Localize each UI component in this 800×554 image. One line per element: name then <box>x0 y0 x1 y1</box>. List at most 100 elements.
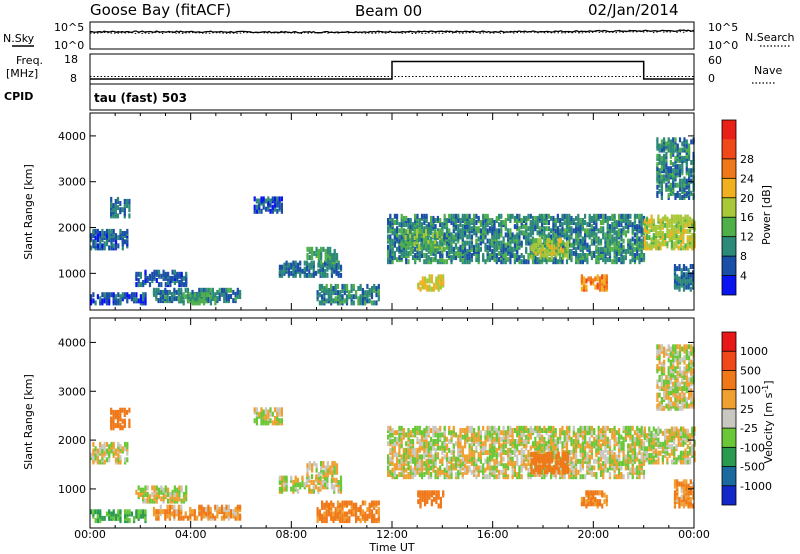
velocity-cell <box>366 507 369 513</box>
power-cell <box>464 230 467 236</box>
power-cell <box>682 245 685 251</box>
power-cell <box>690 139 693 145</box>
power-cell <box>475 226 478 232</box>
power-cell <box>457 228 460 234</box>
power-cell <box>678 164 682 170</box>
power-cell <box>684 243 687 249</box>
power-cell <box>550 244 553 250</box>
power-cell <box>636 213 639 219</box>
power-cell <box>411 248 415 254</box>
power-region-1 <box>90 228 129 251</box>
velocity-cell <box>333 484 336 490</box>
velocity-cell <box>189 513 192 519</box>
power-cell <box>232 298 235 304</box>
power-cell <box>636 224 639 230</box>
velocity-cell <box>393 463 396 469</box>
velocity-cell <box>559 469 562 475</box>
power-cell <box>236 287 239 293</box>
velocity-cell <box>236 511 239 517</box>
power-cell <box>554 232 557 238</box>
velocity-cell <box>513 439 516 444</box>
power-cell <box>678 276 681 282</box>
power-cell <box>443 246 446 252</box>
power-cell <box>684 214 687 220</box>
velocity-cell <box>579 458 582 464</box>
power-cell <box>439 274 442 280</box>
velocity-cell <box>484 467 487 473</box>
power-cell <box>522 215 526 221</box>
velocity-cell <box>326 475 329 481</box>
velocity-cell <box>459 458 462 464</box>
power-cell <box>674 143 677 149</box>
power-cell <box>516 232 519 238</box>
velocity-cell <box>445 456 449 462</box>
power-cell <box>534 220 537 225</box>
power-cell <box>450 248 453 254</box>
power-cell <box>516 238 519 244</box>
velocity-cell <box>581 474 584 480</box>
power-cell <box>311 246 314 252</box>
velocity-cell <box>352 509 355 515</box>
power-cell <box>590 232 593 238</box>
power-cell <box>590 250 593 256</box>
velocity-cell <box>450 430 453 436</box>
velocity-cell <box>550 474 553 480</box>
velocity-cell <box>157 487 161 493</box>
power-cell <box>599 226 603 232</box>
power-cell <box>375 300 378 306</box>
power-cell <box>557 238 560 244</box>
power-cell <box>186 287 190 293</box>
velocity-cell <box>466 454 469 460</box>
power-ytick-label: 1000 <box>58 267 86 280</box>
power-cell <box>253 196 256 202</box>
velocity-cell <box>547 447 550 453</box>
power-cell <box>686 214 689 220</box>
power-colorbar-label: 12 <box>740 231 754 244</box>
power-cell <box>461 234 464 240</box>
velocity-cell <box>491 439 494 444</box>
power-cell <box>672 182 675 188</box>
velocity-cell <box>373 513 376 519</box>
power-cell <box>130 292 133 298</box>
power-cell <box>128 203 131 209</box>
power-cell <box>648 222 651 228</box>
velocity-cell <box>409 469 412 475</box>
velocity-cell <box>196 515 199 521</box>
power-cell <box>541 257 544 263</box>
power-cell <box>112 213 115 219</box>
power-cell <box>602 230 605 236</box>
velocity-cell <box>114 513 118 519</box>
power-cell <box>580 274 583 280</box>
velocity-cell <box>269 407 272 413</box>
power-cell <box>409 228 412 234</box>
noise-lines <box>89 29 695 35</box>
power-cell <box>448 218 451 223</box>
power-cell <box>108 298 111 304</box>
velocity-cell <box>108 444 111 450</box>
power-cell <box>691 218 694 224</box>
power-cell <box>169 275 172 281</box>
power-cell <box>603 274 606 280</box>
power-cell <box>411 232 415 238</box>
power-cell <box>267 200 270 206</box>
power-cell <box>615 230 618 236</box>
power-cell <box>278 268 281 274</box>
power-cell <box>227 287 230 293</box>
velocity-cell <box>488 425 492 431</box>
power-cell <box>534 255 537 261</box>
power-cell <box>611 226 614 232</box>
velocity-cell <box>278 486 281 492</box>
power-region-12 <box>417 274 445 292</box>
power-cell <box>500 244 503 250</box>
power-cell <box>443 213 446 219</box>
power-cell <box>373 300 376 306</box>
power-cell <box>673 224 676 230</box>
velocity-cell <box>326 461 329 466</box>
power-cell <box>638 224 641 230</box>
power-cell <box>294 260 297 266</box>
velocity-cell <box>475 432 478 438</box>
velocity-cell <box>355 502 358 508</box>
velocity-cell <box>565 461 569 466</box>
power-cell <box>583 276 586 282</box>
power-cell <box>546 238 549 244</box>
